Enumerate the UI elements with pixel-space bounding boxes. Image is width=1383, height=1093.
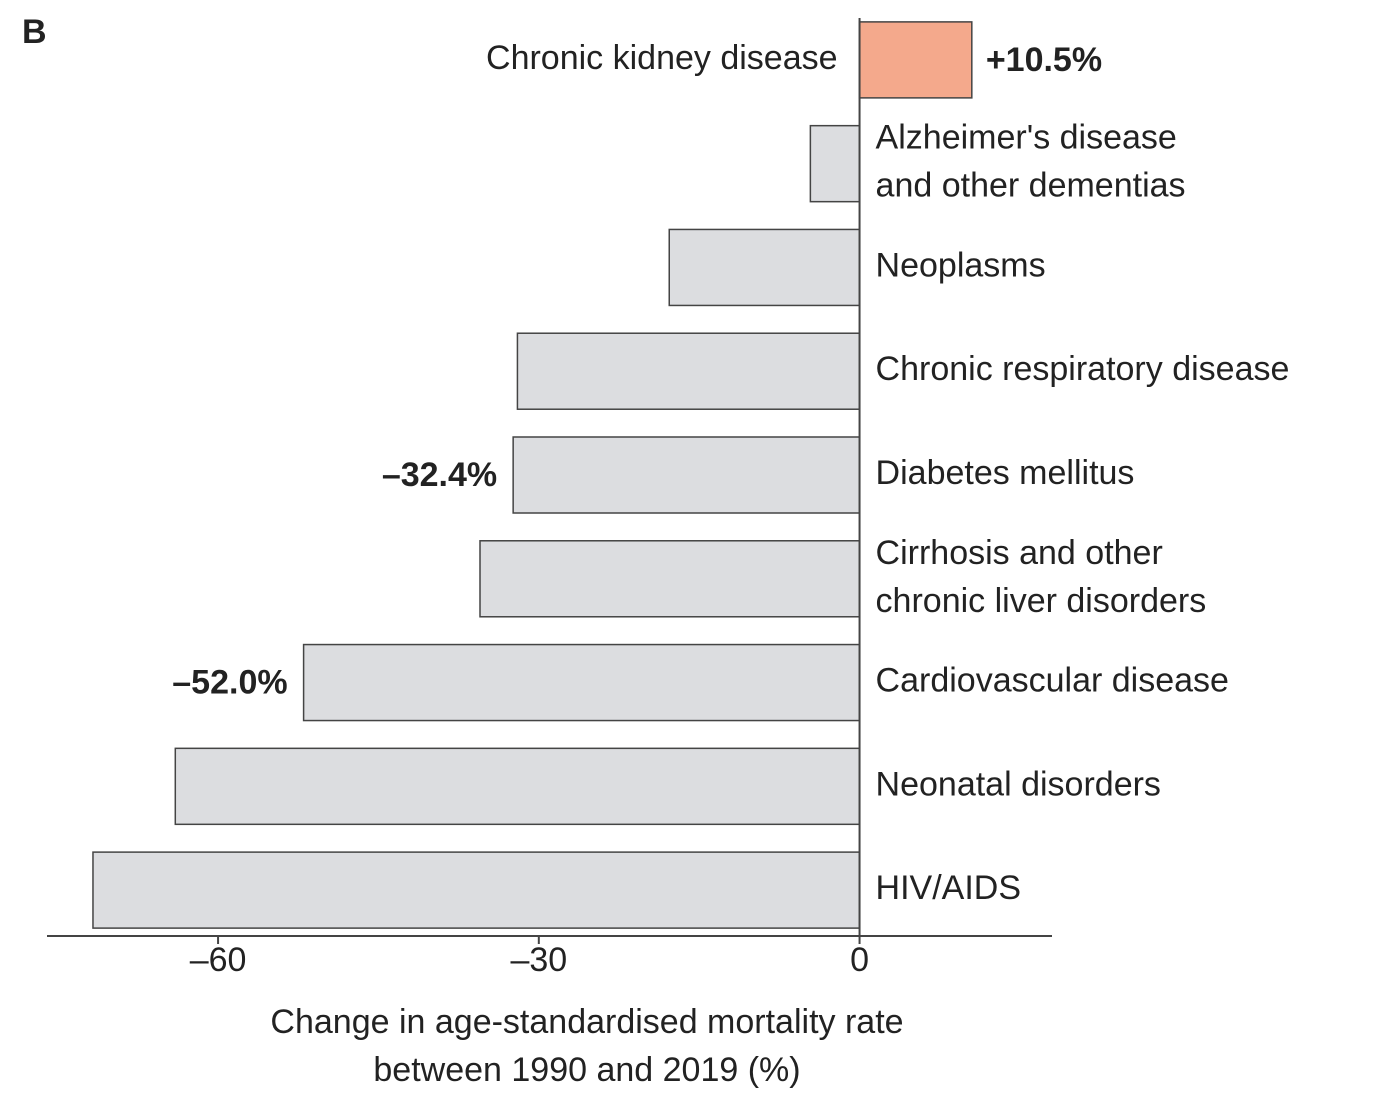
bar (809, 124, 861, 203)
bar (858, 21, 973, 99)
category-label: chronic liver disorders (876, 582, 1207, 620)
value-label: –52.0% (172, 664, 287, 702)
bar (479, 540, 861, 618)
x-axis-label: between 1990 and 2019 (%) (373, 1051, 800, 1089)
panel-label: B (22, 13, 47, 51)
bar (302, 643, 861, 722)
category-label: Alzheimer's disease (876, 119, 1177, 157)
value-label: +10.5% (986, 41, 1102, 79)
bar (516, 332, 861, 410)
category-label: and other dementias (876, 167, 1186, 205)
x-axis-label: Change in age-standardised mortality rat… (270, 1003, 903, 1041)
category-label: Diabetes mellitus (876, 454, 1135, 492)
category-label: Neonatal disorders (876, 765, 1161, 803)
x-tick-label: 0 (850, 941, 869, 979)
bar (512, 436, 861, 514)
bar (92, 851, 861, 929)
x-tick-label: –30 (510, 941, 567, 979)
value-label: –32.4% (382, 456, 497, 494)
category-label: Neoplasms (876, 246, 1046, 284)
bar (668, 228, 861, 307)
category-label: Cirrhosis and other (876, 534, 1163, 572)
category-label: Chronic kidney disease (486, 39, 838, 77)
category-label: Cardiovascular disease (876, 662, 1229, 700)
category-label: Chronic respiratory disease (876, 350, 1290, 388)
category-label: HIV/AIDS (876, 869, 1021, 907)
x-tick-label: –60 (190, 941, 247, 979)
bar (174, 747, 861, 826)
